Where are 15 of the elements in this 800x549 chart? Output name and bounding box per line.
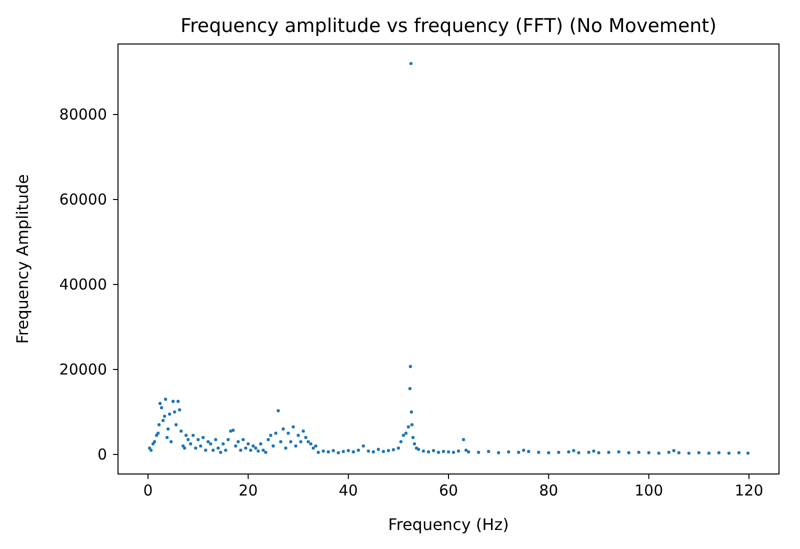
x-tick-label: 120: [734, 482, 764, 500]
x-tick-label: 0: [143, 482, 153, 500]
x-tick-label: 20: [238, 482, 258, 500]
y-tick-label: 60000: [59, 190, 107, 208]
chart-title: Frequency amplitude vs frequency (FFT) (No Movement): [180, 15, 717, 37]
x-tick-label: 80: [539, 482, 558, 500]
y-tick-label: 0: [97, 445, 107, 464]
y-axis-title: Frequency Amplitude: [13, 174, 32, 344]
x-tick-label: 60: [438, 482, 458, 500]
y-tick-label: 40000: [59, 275, 107, 294]
y-tick-label: 20000: [59, 360, 107, 378]
x-tick-label: 100: [634, 482, 664, 500]
x-axis-title: Frequency (Hz): [388, 515, 509, 534]
x-tick-label: 40: [338, 482, 358, 500]
y-tick-label: 80000: [59, 105, 107, 124]
